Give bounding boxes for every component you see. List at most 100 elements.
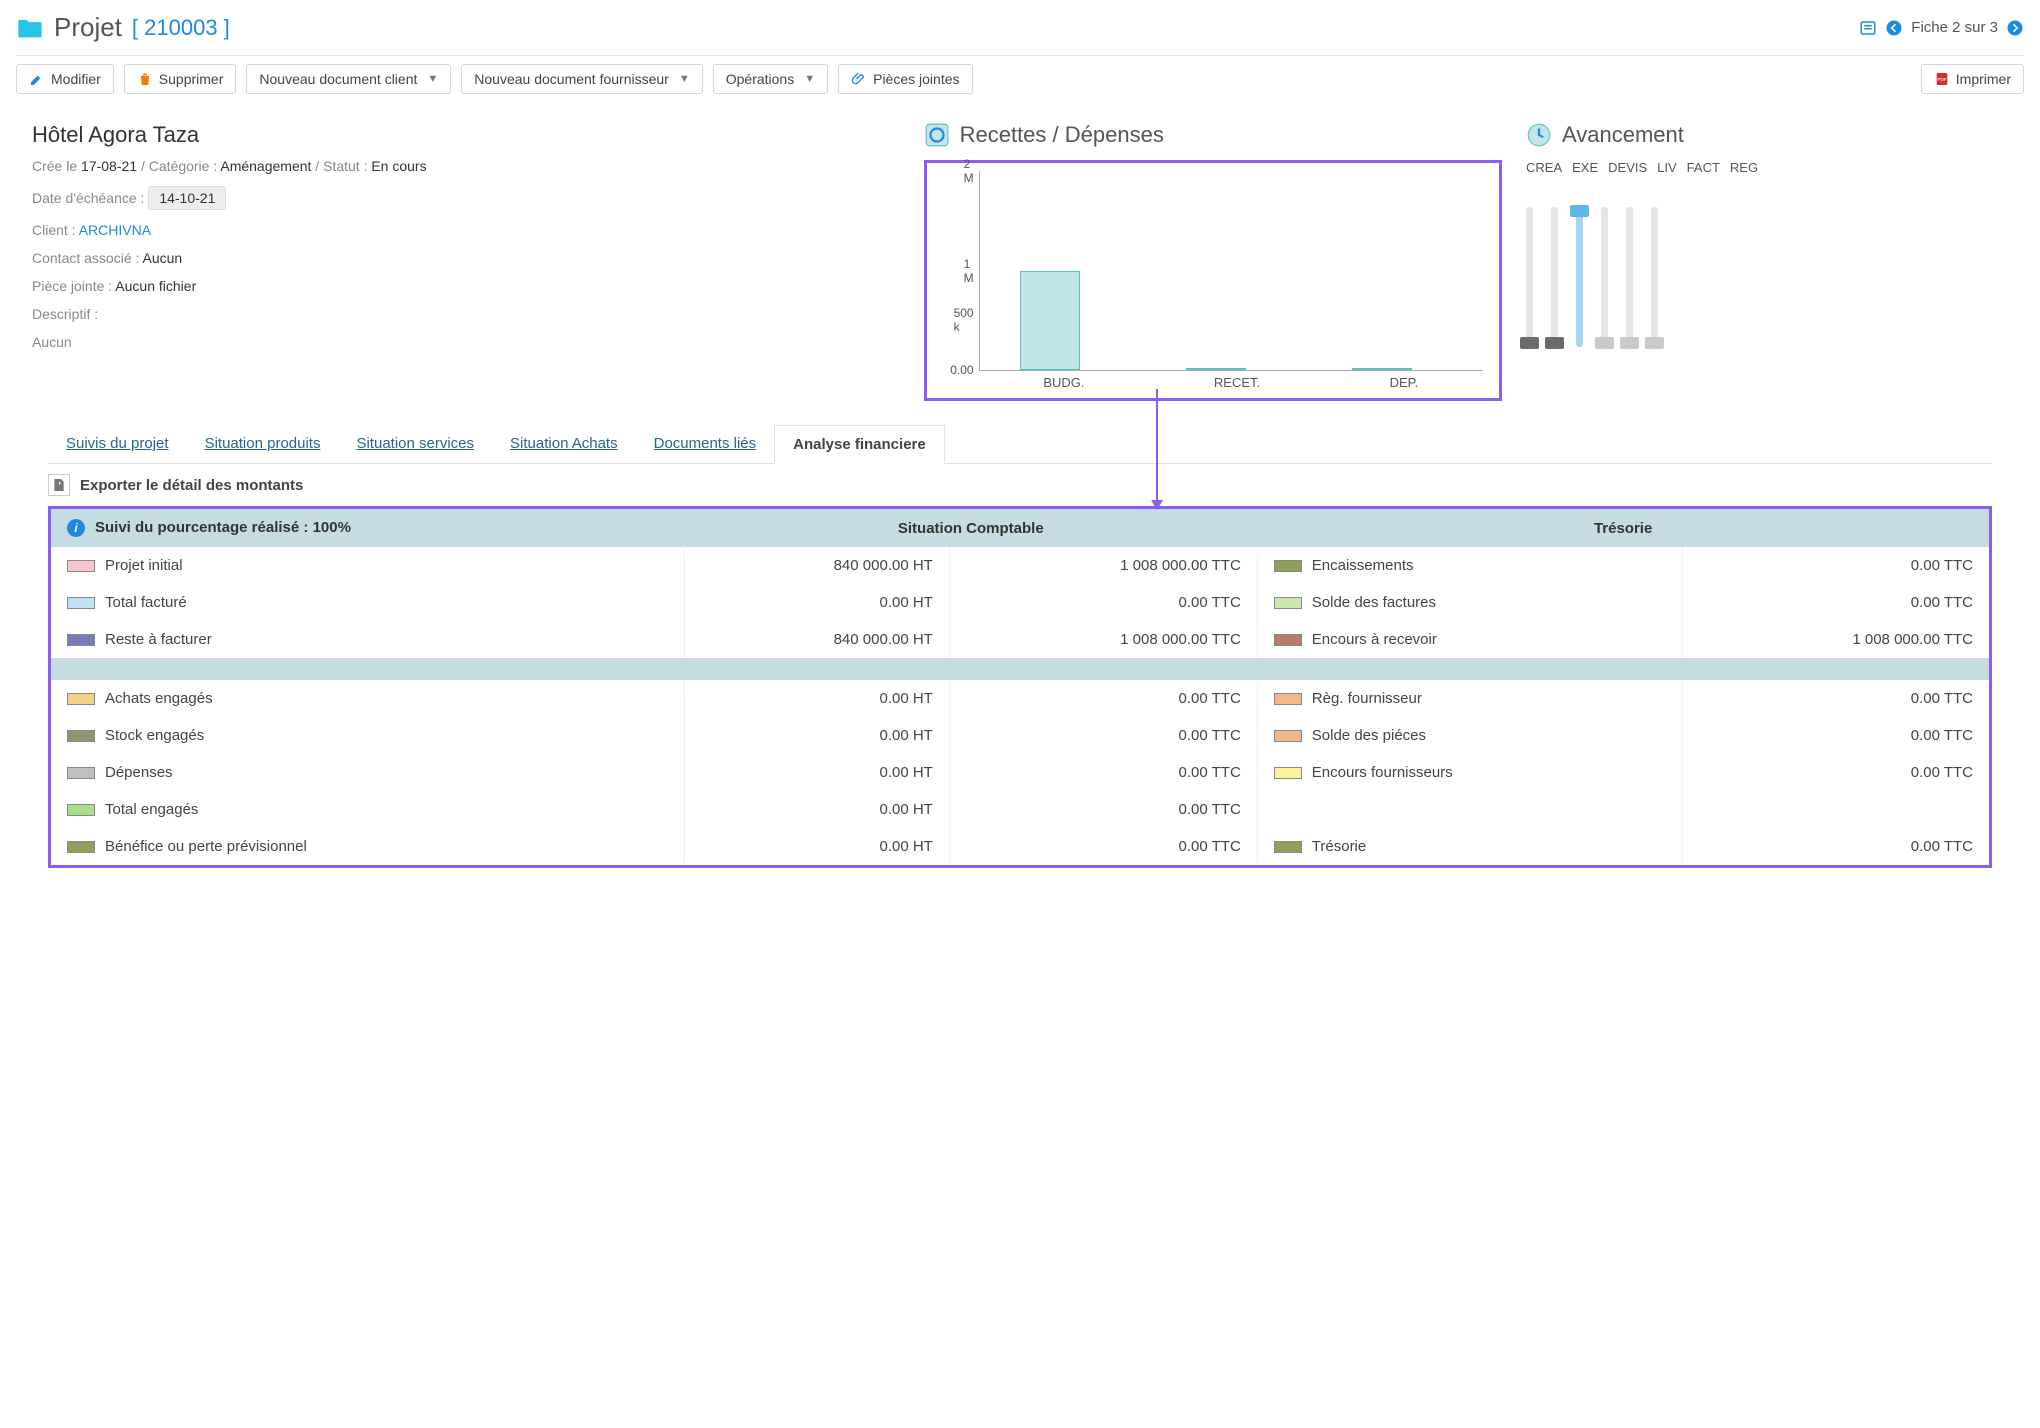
meta-client: Client : ARCHIVNA: [32, 222, 900, 238]
project-name: Hôtel Agora Taza: [32, 122, 900, 148]
meta-echeance: Date d'échéance : 14-10-21: [32, 186, 900, 210]
chart-xlabels: BUDG. RECET. DEP.: [979, 371, 1483, 390]
paperclip-icon: [851, 71, 867, 87]
analysis-table: iSuivi du pourcentage réalisé : 100% Sit…: [51, 509, 1989, 865]
pieces-label: Pièces jointes: [873, 71, 959, 87]
project-info: Hôtel Agora Taza Crée le 17-08-21 / Caté…: [32, 122, 900, 401]
header-bar: Projet [ 210003 ] Fiche 2 sur 3: [16, 8, 2024, 55]
slider[interactable]: [1651, 207, 1658, 347]
tab[interactable]: Situation Achats: [492, 425, 636, 463]
swatch: [67, 560, 95, 572]
adv-label: DEVIS: [1608, 160, 1647, 175]
folder-icon: [16, 14, 44, 42]
slider[interactable]: [1526, 207, 1533, 347]
adv-sliders: [1526, 187, 2008, 347]
bar-chart: 0.00500 k1 M2 M BUDG.RECET.DEP.: [924, 160, 1502, 401]
swatch: [67, 634, 95, 646]
slider[interactable]: [1626, 207, 1633, 347]
table-row: Dépenses0.00 HT0.00 TTCEncours fournisse…: [51, 754, 1989, 791]
tab[interactable]: Situation services: [338, 425, 492, 463]
adv-title-row: Avancement: [1526, 122, 2008, 148]
separator-row: [51, 658, 1989, 680]
prev-arrow-icon[interactable]: [1885, 19, 1903, 37]
table-header-row: iSuivi du pourcentage réalisé : 100% Sit…: [51, 509, 1989, 547]
chevron-down-icon: ▼: [427, 73, 438, 85]
swatch: [67, 767, 95, 779]
swatch: [1274, 693, 1302, 705]
modifier-label: Modifier: [51, 71, 101, 87]
table-row: Total engagés0.00 HT0.00 TTC: [51, 791, 1989, 828]
ytick: 500 k: [954, 306, 974, 334]
swatch: [1274, 730, 1302, 742]
next-arrow-icon[interactable]: [2006, 19, 2024, 37]
xlabel: BUDG.: [1043, 375, 1084, 390]
ytick: 1 M: [964, 257, 974, 285]
adv-label: CREA: [1526, 160, 1562, 175]
swatch: [1274, 634, 1302, 646]
table-row: Total facturé0.00 HT0.00 TTCSolde des fa…: [51, 584, 1989, 621]
swatch: [67, 693, 95, 705]
adv-label: FACT: [1687, 160, 1720, 175]
ytick: 0.00: [950, 363, 973, 377]
pieces-button[interactable]: Pièces jointes: [838, 64, 972, 94]
meta-descriptif-label: Descriptif :: [32, 306, 900, 322]
adv-label: LIV: [1657, 160, 1677, 175]
bar: [1020, 271, 1080, 371]
th-tresorie: Trésorie: [1257, 509, 1989, 547]
tab[interactable]: Suivis du projet: [48, 425, 187, 463]
table-row: Achats engagés0.00 HT0.00 TTCRèg. fourni…: [51, 680, 1989, 717]
meta-piece: Pièce jointe : Aucun fichier: [32, 278, 900, 294]
tab[interactable]: Analyse financiere: [774, 425, 945, 464]
slider[interactable]: [1601, 207, 1608, 347]
operations-button[interactable]: Opérations▼: [713, 64, 828, 94]
list-icon[interactable]: [1859, 19, 1877, 37]
swatch: [67, 730, 95, 742]
info-icon: i: [67, 519, 85, 537]
doc-client-button[interactable]: Nouveau document client▼: [246, 64, 451, 94]
financial-table: iSuivi du pourcentage réalisé : 100% Sit…: [48, 506, 1992, 868]
adv-title: Avancement: [1562, 122, 1684, 148]
export-icon[interactable]: [48, 474, 70, 496]
header-right: Fiche 2 sur 3: [1859, 19, 2024, 37]
adv-label: REG: [1730, 160, 1758, 175]
page-id: [ 210003 ]: [132, 15, 230, 41]
meta-descriptif: Aucun: [32, 334, 900, 350]
table-row: Bénéfice ou perte prévisionnel0.00 HT0.0…: [51, 828, 1989, 865]
swatch: [1274, 560, 1302, 572]
slider-knob: [1645, 337, 1664, 349]
table-body: Projet initial840 000.00 HT1 008 000.00 …: [51, 547, 1989, 865]
swatch: [1274, 767, 1302, 779]
ytick: 2 M: [964, 157, 974, 185]
chevron-down-icon: ▼: [679, 73, 690, 85]
tab[interactable]: Situation produits: [187, 425, 339, 463]
bar: [1352, 368, 1412, 370]
chart-plot: 0.00500 k1 M2 M: [979, 171, 1483, 371]
swatch: [1274, 841, 1302, 853]
operations-label: Opérations: [726, 71, 794, 87]
slider-knob: [1570, 205, 1589, 217]
chart-title: Recettes / Dépenses: [960, 122, 1164, 148]
meta-contact: Contact associé : Aucun: [32, 250, 900, 266]
modifier-button[interactable]: Modifier: [16, 64, 114, 94]
content-grid: Hôtel Agora Taza Crée le 17-08-21 / Caté…: [16, 102, 2024, 417]
bar: [1186, 368, 1246, 370]
meta-created: Crée le 17-08-21 / Catégorie : Aménageme…: [32, 158, 900, 174]
doc-fournisseur-button[interactable]: Nouveau document fournisseur▼: [461, 64, 702, 94]
slider[interactable]: [1551, 207, 1558, 347]
supprimer-button[interactable]: Supprimer: [124, 64, 237, 94]
table-row: Reste à facturer840 000.00 HT1 008 000.0…: [51, 621, 1989, 658]
adv-labels: CREAEXEDEVISLIVFACTREG: [1526, 160, 2008, 175]
swatch: [67, 804, 95, 816]
swatch: [67, 597, 95, 609]
slider-knob: [1595, 337, 1614, 349]
tab[interactable]: Documents liés: [636, 425, 775, 463]
imprimer-button[interactable]: PDFImprimer: [1921, 64, 2024, 94]
slider[interactable]: [1576, 207, 1583, 347]
chart-panel: Recettes / Dépenses 0.00500 k1 M2 M BUDG…: [924, 122, 1502, 401]
client-link[interactable]: ARCHIVNA: [79, 222, 151, 238]
xlabel: RECET.: [1214, 375, 1260, 390]
supprimer-label: Supprimer: [159, 71, 224, 87]
echeance-badge[interactable]: 14-10-21: [148, 186, 226, 210]
clock-icon: [1526, 122, 1552, 148]
xlabel: DEP.: [1390, 375, 1419, 390]
